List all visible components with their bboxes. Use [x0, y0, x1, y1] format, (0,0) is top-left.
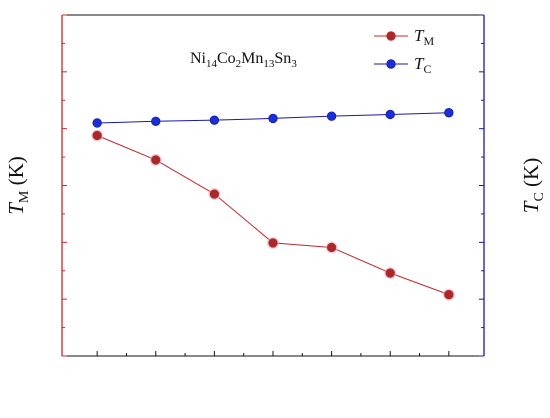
data-point-TC — [444, 108, 454, 118]
legend-marker — [386, 59, 396, 69]
data-point-TC — [385, 109, 395, 120]
legend-label: TM — [414, 26, 434, 48]
data-point-TM — [444, 289, 454, 300]
data-point-TM — [385, 268, 395, 278]
data-point-TM — [151, 155, 161, 165]
data-point-TC — [151, 116, 161, 126]
legend-marker — [386, 31, 396, 41]
composition-annotation: Ni14Co2Mn13Sn3 — [190, 50, 297, 70]
data-point-TC — [326, 111, 337, 121]
data-point-TM — [268, 238, 278, 248]
data-point-TM — [209, 189, 220, 199]
legend-label: TC — [414, 54, 431, 76]
data-point-TM — [326, 242, 337, 253]
data-point-TC — [209, 115, 220, 125]
data-point-TC — [92, 118, 102, 128]
data-point-TC — [268, 113, 278, 124]
right-y-axis-label: TC (K) — [519, 158, 547, 213]
left-y-axis-label: TM (K) — [4, 156, 32, 215]
data-point-TM — [92, 130, 102, 141]
